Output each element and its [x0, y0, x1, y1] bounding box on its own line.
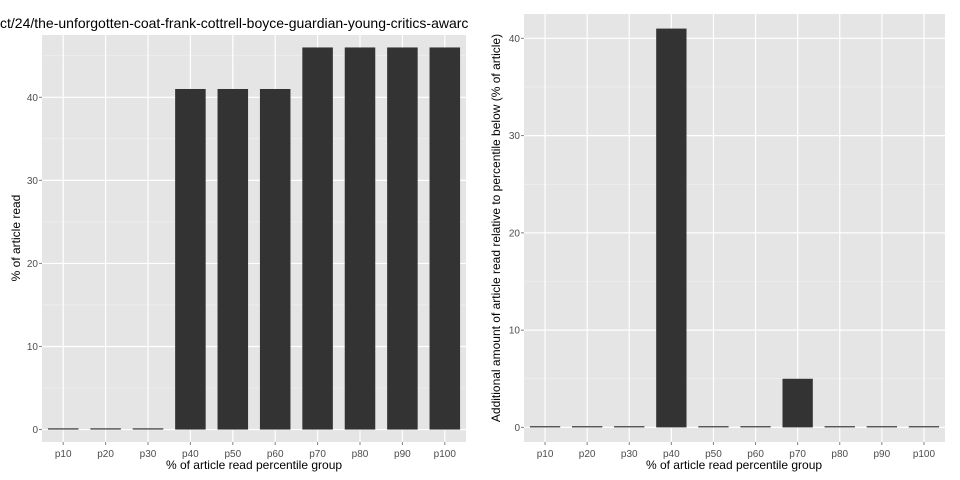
- y-tick-label: 40: [27, 93, 39, 104]
- chart-title: ct/24/the-unforgotten-coat-frank-cottrel…: [0, 15, 468, 31]
- x-tick-label: p60: [267, 449, 284, 460]
- bar-p70: [782, 378, 813, 428]
- x-tick-label: p80: [831, 449, 848, 460]
- y-tick-label: 30: [27, 176, 39, 187]
- x-axis-title: % of article read percentile group: [166, 458, 342, 472]
- x-tick-label: p10: [55, 449, 72, 460]
- bar-p100: [908, 426, 940, 428]
- bar-p60: [259, 88, 291, 430]
- x-tick-label: p100: [913, 449, 936, 460]
- y-tick-label: 20: [509, 228, 521, 239]
- x-tick-label: p30: [621, 449, 638, 460]
- bar-p30: [132, 428, 164, 430]
- x-tick-labels: p10 p20 p30 p40 p50 p60 p70 p80 p90 p100: [55, 442, 457, 460]
- bar-p30: [614, 426, 645, 428]
- y-tick-label: 0: [514, 423, 520, 434]
- y-tick-labels: 0 10 20 30 40: [27, 93, 42, 436]
- x-tick-label: p40: [663, 449, 680, 460]
- bar-p10: [529, 426, 561, 428]
- x-tick-label: p50: [224, 449, 241, 460]
- bars: [529, 28, 940, 428]
- y-tick-labels: 0 10 20 30 40: [509, 34, 524, 434]
- x-axis-title: % of article read percentile group: [646, 458, 822, 472]
- bar-p20: [571, 426, 603, 428]
- y-tick-label: 30: [509, 131, 521, 142]
- y-tick-label: 10: [509, 326, 521, 337]
- bar-p90: [387, 47, 418, 430]
- plot-panel: [524, 14, 945, 442]
- y-axis-title: Additional amount of article read relati…: [489, 34, 503, 422]
- bar-p60: [740, 426, 771, 428]
- bar-p50: [217, 88, 249, 430]
- bars: [47, 47, 461, 430]
- x-tick-label: p20: [97, 449, 114, 460]
- x-tick-label: p20: [579, 449, 596, 460]
- x-tick-label: p70: [309, 449, 326, 460]
- x-tick-label: p30: [140, 449, 157, 460]
- x-tick-label: p70: [789, 449, 806, 460]
- bar-p70: [302, 47, 333, 430]
- bar-p40: [656, 28, 687, 428]
- bar-p90: [866, 426, 898, 428]
- bar-p80: [344, 47, 376, 430]
- x-tick-label: p40: [182, 449, 199, 460]
- y-axis-title: % of article read: [9, 195, 23, 282]
- bar-p100: [429, 47, 461, 430]
- x-tick-label: p10: [537, 449, 554, 460]
- y-tick-label: 10: [27, 342, 39, 353]
- y-tick-label: 40: [509, 34, 521, 45]
- y-tick-label: 0: [32, 425, 38, 436]
- bar-p20: [90, 428, 121, 430]
- bar-p80: [824, 426, 855, 428]
- x-tick-label: p60: [747, 449, 764, 460]
- bar-p50: [698, 426, 729, 428]
- y-tick-label: 20: [27, 259, 39, 270]
- x-tick-label: p90: [874, 449, 891, 460]
- x-tick-label: p90: [394, 449, 411, 460]
- x-tick-label: p80: [352, 449, 369, 460]
- x-tick-label: p100: [434, 449, 457, 460]
- x-tick-labels: p10 p20 p30 p40 p50 p60 p70 p80 p90 p100: [537, 442, 936, 460]
- x-tick-label: p50: [705, 449, 722, 460]
- bar-p40: [175, 88, 206, 430]
- bar-p10: [47, 428, 79, 430]
